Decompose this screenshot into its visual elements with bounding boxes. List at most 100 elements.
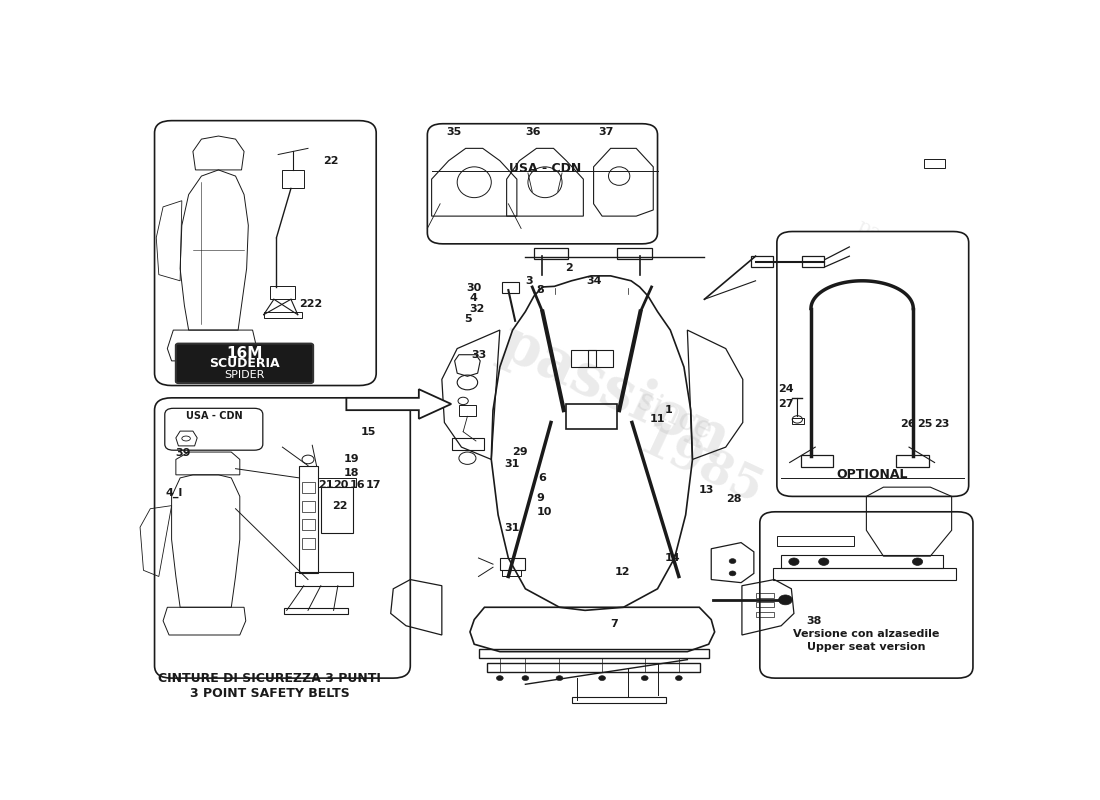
Text: SPIDER: SPIDER xyxy=(224,370,265,380)
Circle shape xyxy=(779,595,792,605)
Text: passion
for parts: passion for parts xyxy=(840,214,935,286)
Text: 31: 31 xyxy=(504,523,519,534)
Text: since: since xyxy=(631,386,717,447)
Text: 7: 7 xyxy=(610,619,618,629)
Circle shape xyxy=(557,676,563,681)
Bar xyxy=(270,286,295,299)
Bar xyxy=(302,519,315,530)
Text: 28: 28 xyxy=(726,494,741,505)
Text: 13: 13 xyxy=(698,486,714,495)
Bar xyxy=(896,455,928,467)
Bar xyxy=(302,501,315,512)
Text: 37: 37 xyxy=(598,126,614,137)
Text: 20: 20 xyxy=(333,480,349,490)
Text: 12: 12 xyxy=(615,566,630,577)
Bar xyxy=(571,350,596,367)
Bar xyxy=(302,538,315,549)
Text: 25: 25 xyxy=(916,418,932,429)
Text: 29: 29 xyxy=(513,447,528,457)
Text: 18: 18 xyxy=(344,468,360,478)
Bar xyxy=(299,466,318,574)
Text: 36: 36 xyxy=(526,126,541,137)
Text: 16M: 16M xyxy=(227,346,263,361)
Circle shape xyxy=(789,558,799,566)
Text: CINTURE DI SICUREZZA 3 PUNTI: CINTURE DI SICUREZZA 3 PUNTI xyxy=(158,673,381,686)
FancyBboxPatch shape xyxy=(154,398,410,678)
Bar xyxy=(283,170,304,188)
Circle shape xyxy=(729,571,736,576)
Text: 16: 16 xyxy=(350,480,365,490)
Bar xyxy=(572,697,667,702)
Text: Versione con alzasedile: Versione con alzasedile xyxy=(793,629,939,639)
Text: 10: 10 xyxy=(537,507,552,517)
Text: 222: 222 xyxy=(299,299,322,310)
Text: 17: 17 xyxy=(366,480,382,490)
Circle shape xyxy=(496,676,503,681)
Text: 21: 21 xyxy=(318,480,333,490)
FancyBboxPatch shape xyxy=(760,512,972,678)
Circle shape xyxy=(818,558,829,566)
Bar xyxy=(792,418,804,424)
FancyBboxPatch shape xyxy=(427,124,658,244)
FancyBboxPatch shape xyxy=(777,231,969,496)
Bar xyxy=(459,406,476,416)
Text: 11: 11 xyxy=(650,414,666,424)
Bar xyxy=(924,159,945,168)
Text: USA - CDN: USA - CDN xyxy=(509,162,581,175)
Text: 3 POINT SAFETY BELTS: 3 POINT SAFETY BELTS xyxy=(190,686,350,699)
Text: 27: 27 xyxy=(779,399,794,409)
Text: 24: 24 xyxy=(779,384,794,394)
Bar xyxy=(503,570,521,577)
Bar xyxy=(756,602,774,607)
Bar xyxy=(318,478,355,487)
Text: 4: 4 xyxy=(470,293,477,303)
Bar xyxy=(534,248,568,259)
Bar xyxy=(617,248,651,259)
Text: 30: 30 xyxy=(466,283,482,293)
Text: Upper seat version: Upper seat version xyxy=(807,642,925,653)
FancyBboxPatch shape xyxy=(165,408,263,450)
Text: 5: 5 xyxy=(464,314,472,324)
Circle shape xyxy=(675,676,682,681)
Text: 22: 22 xyxy=(332,502,348,511)
Text: 22: 22 xyxy=(323,156,339,166)
Bar xyxy=(295,572,353,586)
Text: 2: 2 xyxy=(565,263,573,274)
Text: 39: 39 xyxy=(175,448,190,458)
Text: 19: 19 xyxy=(344,454,360,465)
Bar xyxy=(751,255,772,266)
FancyBboxPatch shape xyxy=(154,121,376,386)
Text: SCUDERIA: SCUDERIA xyxy=(210,358,280,370)
Bar xyxy=(756,593,774,598)
Circle shape xyxy=(522,676,529,681)
Text: 1985: 1985 xyxy=(630,417,770,514)
Text: 32: 32 xyxy=(469,303,484,314)
Bar xyxy=(502,282,518,293)
Text: 38: 38 xyxy=(806,616,822,626)
Circle shape xyxy=(729,558,736,563)
Text: passion: passion xyxy=(491,314,739,470)
Text: OPTIONAL: OPTIONAL xyxy=(837,468,909,482)
FancyBboxPatch shape xyxy=(176,344,314,383)
Text: 35: 35 xyxy=(447,126,461,137)
Circle shape xyxy=(598,676,605,681)
Text: 15: 15 xyxy=(361,426,376,437)
Bar xyxy=(302,482,315,494)
Bar xyxy=(264,311,303,318)
Bar xyxy=(499,558,526,570)
Text: 23: 23 xyxy=(934,418,949,429)
Text: 33: 33 xyxy=(472,350,487,360)
Circle shape xyxy=(912,558,923,566)
Text: 1: 1 xyxy=(664,405,672,415)
Text: 3: 3 xyxy=(526,276,534,286)
Bar xyxy=(566,404,617,429)
Text: 14: 14 xyxy=(664,553,680,563)
Circle shape xyxy=(641,676,648,681)
Bar xyxy=(587,350,613,367)
Bar xyxy=(321,487,353,534)
Text: 8: 8 xyxy=(537,285,544,295)
Text: 9: 9 xyxy=(537,493,544,502)
Bar xyxy=(777,537,854,546)
Bar xyxy=(801,455,833,467)
Bar xyxy=(478,649,708,658)
